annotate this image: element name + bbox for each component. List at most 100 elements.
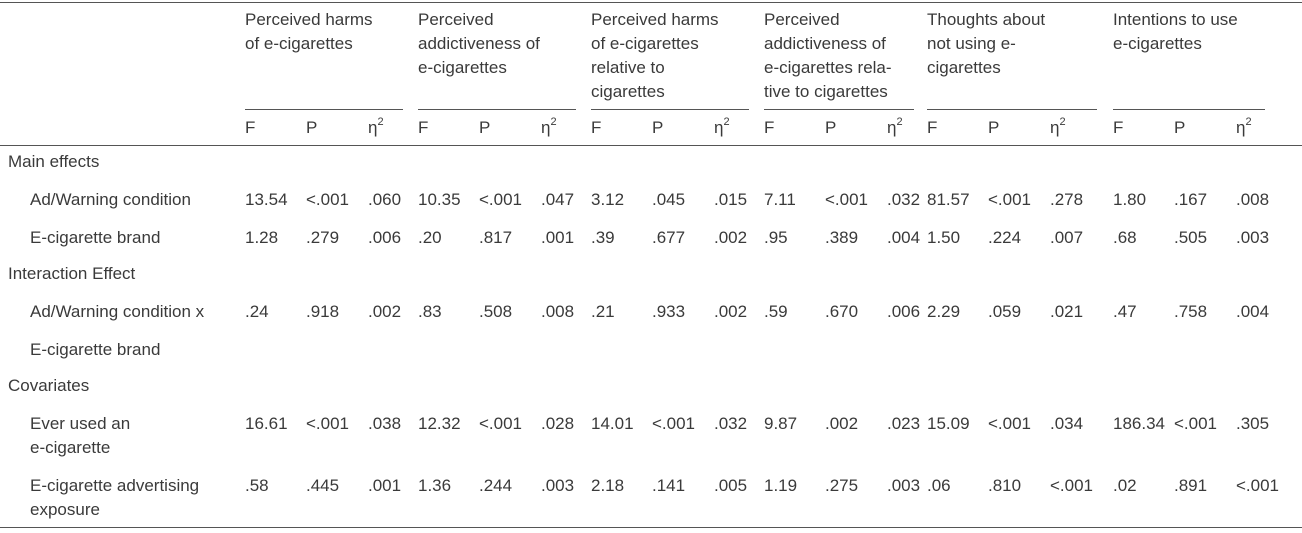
section-heading: Interaction Effect <box>8 264 136 283</box>
stat-label-f: F <box>1113 118 1124 137</box>
table-cell: .47 <box>1113 302 1137 321</box>
stat-label-p: P <box>825 118 837 137</box>
table-cell: .810 <box>988 476 1022 495</box>
table-cell: .008 <box>541 302 575 321</box>
stat-label-p: P <box>479 118 491 137</box>
table-cell: <.001 <box>1050 476 1094 495</box>
table-cell: .20 <box>418 228 442 247</box>
table-cell: .006 <box>887 302 921 321</box>
table-cell: .059 <box>988 302 1022 321</box>
stat-label-f: F <box>418 118 429 137</box>
column-group-underline <box>591 109 749 110</box>
stat-label-f: F <box>245 118 256 137</box>
table-cell: .001 <box>541 228 575 247</box>
eta-superscript: 2 <box>550 116 557 129</box>
section-heading: Covariates <box>8 376 90 395</box>
table-cell: <.001 <box>306 190 350 209</box>
table-cell: 81.57 <box>927 190 970 209</box>
table-cell: .008 <box>1236 190 1270 209</box>
table-cell: 2.18 <box>591 476 625 495</box>
table-cell: 1.80 <box>1113 190 1147 209</box>
table-cell: .004 <box>1236 302 1270 321</box>
table-cell: .305 <box>1236 414 1270 433</box>
table-cell: .677 <box>652 228 686 247</box>
table-cell: .59 <box>764 302 788 321</box>
stat-label-f: F <box>927 118 938 137</box>
eta-superscript: 2 <box>377 116 384 129</box>
table-cell: 3.12 <box>591 190 625 209</box>
table-cell: 15.09 <box>927 414 970 433</box>
table-cell: .275 <box>825 476 859 495</box>
table-cell: .003 <box>887 476 921 495</box>
table-cell: 1.50 <box>927 228 961 247</box>
column-group-header: Perceived addictiveness of e-cigarettes … <box>764 10 892 101</box>
table-cell: 13.54 <box>245 190 288 209</box>
table-cell: .005 <box>714 476 748 495</box>
eta-symbol: η <box>887 118 897 137</box>
stat-label-f: F <box>591 118 602 137</box>
row-label: E-cigarette brand <box>30 340 161 359</box>
table-cell: .758 <box>1174 302 1208 321</box>
table-cell: .015 <box>714 190 748 209</box>
eta-symbol: η <box>1050 118 1060 137</box>
table-cell: .83 <box>418 302 442 321</box>
table-cell: <.001 <box>988 414 1032 433</box>
table-cell: .58 <box>245 476 269 495</box>
table-cell: 10.35 <box>418 190 461 209</box>
table-cell: .007 <box>1050 228 1084 247</box>
table-cell: .389 <box>825 228 859 247</box>
table-cell: <.001 <box>479 190 523 209</box>
stat-label-eta-squared: η2 <box>368 116 384 140</box>
row-label: Ad/Warning condition x <box>30 302 205 321</box>
column-group-underline <box>245 109 403 110</box>
table-cell: 2.29 <box>927 302 961 321</box>
table-cell: .933 <box>652 302 686 321</box>
eta-symbol: η <box>1236 118 1246 137</box>
stat-label-eta-squared: η2 <box>1236 116 1252 140</box>
row-label: E-cigarette brand <box>30 228 161 247</box>
table-cell: .028 <box>541 414 575 433</box>
table-cell: .278 <box>1050 190 1084 209</box>
column-group-header: Thoughts about not using e- cigarettes <box>927 10 1046 77</box>
eta-superscript: 2 <box>1059 116 1066 129</box>
table-cell: .68 <box>1113 228 1137 247</box>
table-cell: .141 <box>652 476 686 495</box>
table-cell: .505 <box>1174 228 1208 247</box>
table-cell: 186.34 <box>1113 414 1165 433</box>
table-cell: <.001 <box>825 190 869 209</box>
table-cell: .003 <box>1236 228 1270 247</box>
eta-symbol: η <box>368 118 378 137</box>
table-cell: .006 <box>368 228 402 247</box>
table-cell: .24 <box>245 302 269 321</box>
column-group-header: Perceived harms of e-cigarettes <box>245 10 373 53</box>
table-cell: 7.11 <box>764 190 796 209</box>
column-group-underline <box>927 109 1097 110</box>
column-group-underline <box>1113 109 1265 110</box>
table-cell: .21 <box>591 302 615 321</box>
table-cell: 9.87 <box>764 414 798 433</box>
table-header-rule <box>0 145 1302 146</box>
stat-label-eta-squared: η2 <box>714 116 730 140</box>
table-cell: .06 <box>927 476 951 495</box>
table-cell: .39 <box>591 228 615 247</box>
stat-label-eta-squared: η2 <box>541 116 557 140</box>
stat-label-p: P <box>652 118 664 137</box>
table-cell: .95 <box>764 228 788 247</box>
table-cell: <.001 <box>479 414 523 433</box>
table-cell: <.001 <box>1174 414 1218 433</box>
table-cell: 14.01 <box>591 414 634 433</box>
table-cell: 16.61 <box>245 414 288 433</box>
table-cell: .279 <box>306 228 340 247</box>
table-cell: .023 <box>887 414 921 433</box>
table-cell: .244 <box>479 476 513 495</box>
column-group-underline <box>764 109 914 110</box>
table-cell: 1.28 <box>245 228 279 247</box>
table-cell: .167 <box>1174 190 1208 209</box>
column-group-header: Perceived addictiveness of e-cigarettes <box>418 10 540 77</box>
table-cell: .001 <box>368 476 402 495</box>
table-cell: .670 <box>825 302 859 321</box>
table-cell: .034 <box>1050 414 1084 433</box>
eta-symbol: η <box>541 118 551 137</box>
stat-label-p: P <box>1174 118 1186 137</box>
